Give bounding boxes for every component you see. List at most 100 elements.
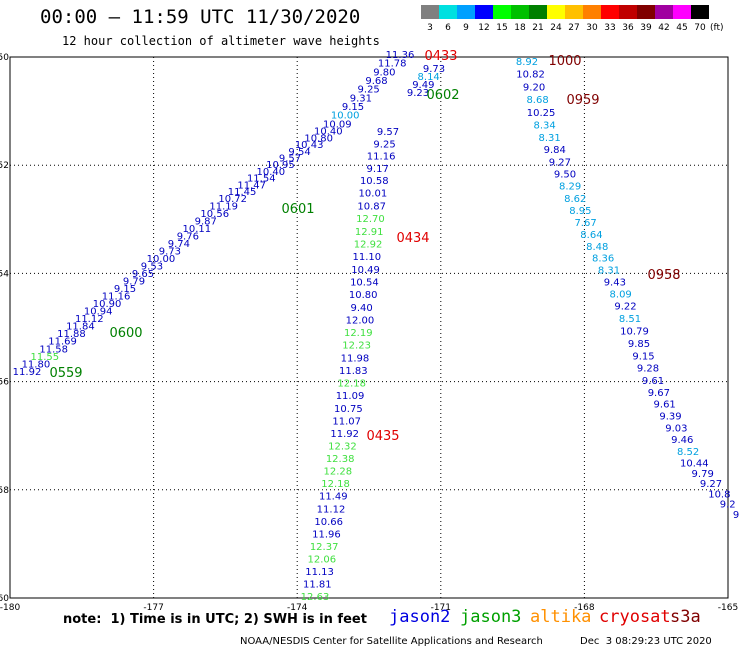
footer-note: note: 1) Time is in UTC; 2) SWH is in fe… (63, 612, 367, 627)
track-c-swh-label: 8.52 (677, 447, 699, 458)
track-b-swh-label: 10.01 (359, 189, 388, 200)
plot-frame (9, 56, 729, 599)
track-a-swh-label: 11.84 (66, 322, 95, 333)
legend-swatch (673, 5, 691, 19)
legend-label: 6 (445, 23, 451, 33)
track-c-swh-label: 8.51 (619, 314, 641, 325)
track-c-swh-label: 9.2 (720, 500, 736, 511)
legend-label: 12 (478, 23, 490, 33)
track-b-swh-label: 12.23 (342, 341, 371, 352)
satellite-label-jason2: jason2 (389, 607, 451, 627)
legend-label: 45 (676, 23, 688, 33)
track-c-swh-label: 9.50 (554, 169, 576, 180)
track-a-swh-label: 11.69 (48, 337, 77, 348)
track-a-upper-swh-label: 9.73 (423, 64, 445, 75)
legend-swatch (619, 5, 637, 19)
legend-swatch (565, 5, 583, 19)
track-b-swh-label: 11.92 (330, 429, 359, 440)
track-c-swh-label: 9.03 (665, 423, 687, 434)
track-c-swh-label: 8.64 (580, 230, 602, 241)
track-a-swh-label: 9.57 (279, 154, 301, 165)
track-c-swh-label: 8.31 (538, 133, 560, 144)
track-b-swh-label: 12.37 (310, 542, 339, 553)
track-c-swh-label: 8.95 (569, 206, 591, 217)
track-c-swh-label: 8.62 (564, 194, 586, 205)
legend-swatch (421, 5, 439, 19)
track-b-swh-label: 10.49 (351, 265, 380, 276)
track-c-swh-label: 9.61 (654, 400, 676, 411)
legend-unit: (ft) (710, 23, 724, 33)
track-c-swh-label: 8.29 (559, 182, 581, 193)
satellite-label-cryosat: cryosat (599, 607, 671, 627)
track-a-swh-label: 11.12 (75, 314, 104, 325)
track-b-swh-label: 12.38 (326, 454, 355, 465)
legend-swatch (493, 5, 511, 19)
time-label: 0959 (566, 93, 599, 108)
time-label: 0601 (281, 202, 314, 217)
track-c-swh-label: 9.85 (628, 339, 650, 350)
track-a-upper-swh-label: 9.23 (407, 88, 429, 99)
track-c-swh-label: 8.92 (516, 57, 538, 68)
track-c-swh-label: 9.15 (632, 351, 654, 362)
track-c-swh-label: 8.34 (534, 121, 556, 132)
track-a-swh-label: 11.78 (378, 59, 407, 70)
track-c-swh-label: 9.67 (648, 388, 670, 399)
legend-swatch (655, 5, 673, 19)
track-b-swh-label: 12.63 (301, 592, 330, 603)
track-b-swh-label: 11.49 (319, 492, 348, 503)
longitude-tick-label: -177 (143, 603, 163, 613)
longitude-tick-label: -180 (0, 603, 20, 613)
legend-label: 36 (622, 23, 634, 33)
track-a-swh-label: 10.43 (295, 140, 324, 151)
longitude-tick-label: -165 (718, 603, 738, 613)
longitude-tick-label: -168 (574, 603, 595, 613)
time-label: 0958 (647, 268, 680, 283)
track-b-swh-label: 12.06 (308, 554, 337, 565)
track-b-swh-label: 11.13 (305, 567, 334, 578)
time-label: 1000 (548, 54, 581, 69)
latitude-tick-label: -52 (0, 161, 9, 171)
track-b-swh-label: 12.32 (328, 442, 357, 453)
track-c-swh-label: 9.46 (671, 435, 693, 446)
track-b-swh-label: 10.80 (349, 290, 378, 301)
legend-swatch (637, 5, 655, 19)
track-c-swh-label: 7.67 (574, 218, 596, 229)
track-a-upper-swh-label: 9.49 (412, 80, 434, 91)
latitude-tick-label: -54 (0, 269, 9, 279)
track-c-swh-label: 8.09 (610, 289, 632, 300)
track-a-swh-label: 9.15 (114, 284, 136, 295)
track-b-swh-label: 12.91 (355, 227, 384, 238)
track-c-swh-label: 9.27 (700, 479, 722, 490)
track-a-swh-label: 9.68 (365, 76, 387, 87)
legend-label: 21 (532, 23, 544, 33)
track-b-swh-label: 10.87 (357, 201, 386, 212)
track-c-swh-label: 8.36 (592, 254, 614, 265)
track-a-swh-label: 10.00 (331, 111, 360, 122)
track-a-swh-label: 10.80 (304, 133, 333, 144)
track-a-swh-label: 10.40 (257, 167, 286, 178)
track-a-swh-label: 11.88 (57, 329, 86, 340)
longitude-tick-label: -171 (431, 603, 451, 613)
track-c-swh-label: 10.44 (680, 459, 709, 470)
time-label: 0600 (109, 326, 142, 341)
track-b-swh-label: 12.70 (356, 214, 385, 225)
track-b-swh-label: 11.12 (317, 504, 346, 515)
track-c-swh-label: 10.79 (620, 326, 649, 337)
track-a-swh-label: 11.54 (247, 174, 276, 185)
track-b-swh-label: 9.25 (373, 139, 395, 150)
track-c-swh-label: 9.43 (604, 277, 626, 288)
track-b-swh-label: 10.58 (360, 176, 389, 187)
track-b-swh-label: 12.18 (321, 479, 350, 490)
track-a-swh-label: 11.58 (39, 344, 68, 355)
legend-label: 3 (427, 23, 433, 33)
track-a-swh-label: 9.15 (342, 102, 364, 113)
time-label: 0434 (396, 231, 429, 246)
track-b-swh-label: 9.40 (350, 303, 372, 314)
track-b-swh-label: 11.81 (303, 579, 332, 590)
track-b-swh-label: 11.10 (352, 252, 381, 263)
track-a-swh-label: 11.36 (386, 50, 415, 61)
track-b-swh-label: 11.09 (336, 391, 365, 402)
legend-swatch (583, 5, 601, 19)
track-c-swh-label: 9.22 (614, 302, 636, 313)
track-b-swh-label: 11.16 (367, 152, 396, 163)
